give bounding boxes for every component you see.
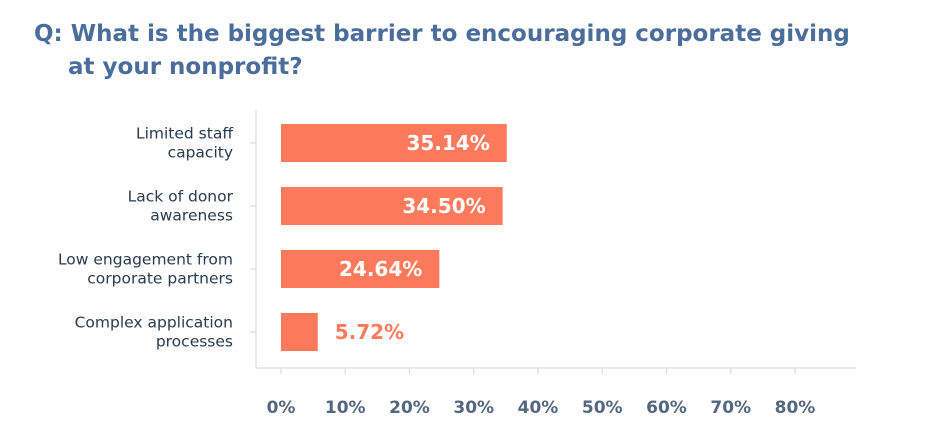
x-tick-labels: 0% 10% 20% 30% 40% 50% 60% 70% 80% [267,398,816,418]
data-label: 5.72% [335,320,404,344]
x-tick-label: 20% [389,398,430,418]
value-labels: 35.14% 34.50% 24.64% 5.72% [335,131,490,344]
data-label: 35.14% [406,131,489,155]
x-tick-label: 40% [518,398,559,418]
x-tick-label: 80% [775,398,816,418]
x-tick-label: 70% [710,398,751,418]
category-label: Limited staff capacity [136,125,233,162]
bar [281,124,507,162]
x-tick-label: 50% [582,398,623,418]
chart-title-line-2: at your nonprofit? [68,54,303,80]
category-labels: Limited staff capacity Lack of donor awaren… [58,125,234,351]
chart-title-line-1: Q: What is the biggest barrier to encour… [34,21,850,47]
category-label: Lack of donor awareness [128,188,234,225]
x-tick-label: 60% [646,398,687,418]
category-label: Low engagement from corporate partners [58,251,233,288]
chart-bars [281,124,507,351]
data-label: 24.64% [339,257,422,281]
bar [281,250,440,288]
chart-title: Q: What is the biggest barrier to encour… [34,18,854,84]
chart-axes [250,110,856,374]
data-label: 34.50% [402,194,485,218]
bar [281,313,318,351]
x-tick-label: 10% [325,398,366,418]
x-tick-label: 0% [267,398,296,418]
x-tick-label: 30% [453,398,494,418]
bar [281,187,503,225]
category-label: Complex application processes [75,314,233,351]
